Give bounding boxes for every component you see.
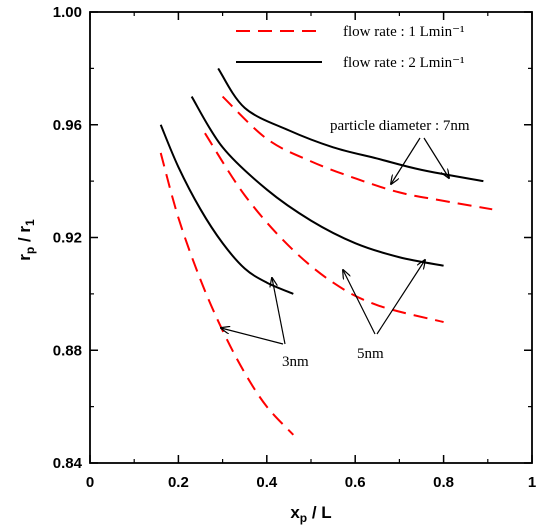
- annotations: particle diameter : 7nm 5nm 3nm: [221, 118, 470, 370]
- axis-ticks: [89, 11, 533, 464]
- x-tick-label: 0.2: [168, 474, 189, 491]
- x-tick-label: 0.6: [345, 474, 366, 491]
- series-line-1lmin-5nm: [204, 132, 444, 324]
- x-axis-label: xp / L: [290, 503, 331, 525]
- x-tick-label: 0.8: [433, 474, 454, 491]
- annotation-3nm: 3nm: [282, 354, 309, 370]
- y-tick-label: 0.88: [53, 342, 82, 359]
- legend-label-1: flow rate : 1 Lmin⁻¹: [343, 24, 465, 40]
- arrow-3nm-a: [221, 328, 284, 345]
- x-tick-label: 1: [528, 474, 536, 491]
- arrow-7nm-b: [423, 137, 449, 178]
- y-tick-label: 0.96: [53, 117, 82, 134]
- legend: flow rate : 1 Lmin⁻¹ flow rate : 2 Lmin⁻…: [236, 24, 465, 71]
- series-line-1lmin-7nm: [221, 95, 493, 211]
- x-tick-label: 0.4: [256, 474, 278, 491]
- y-tick-label: 1.00: [53, 4, 82, 21]
- series-line-2lmin-3nm: [159, 124, 294, 295]
- series-line-2lmin-5nm: [190, 96, 444, 267]
- series-layer: [159, 67, 493, 436]
- y-tick-label: 0.84: [53, 455, 83, 472]
- annotation-5nm: 5nm: [357, 346, 384, 362]
- arrow-7nm-a: [391, 137, 421, 184]
- y-axis-label: rp / r1: [15, 219, 37, 261]
- arrow-5nm-b: [376, 260, 425, 335]
- arrow-3nm-b: [272, 278, 286, 345]
- arrow-5nm-a: [343, 270, 376, 335]
- plot-frame: [89, 11, 533, 464]
- y-tick-label: 0.92: [53, 230, 82, 247]
- x-tick-label: 0: [86, 474, 94, 491]
- series-line-2lmin-7nm: [217, 67, 484, 183]
- axis-tick-labels: 0 0.2 0.4 0.6 0.8 1 0.84 0.88 0.92 0.96 1.00: [53, 4, 536, 491]
- legend-label-2: flow rate : 2 Lmin⁻¹: [343, 55, 465, 71]
- annotation-7nm: particle diameter : 7nm: [330, 118, 470, 134]
